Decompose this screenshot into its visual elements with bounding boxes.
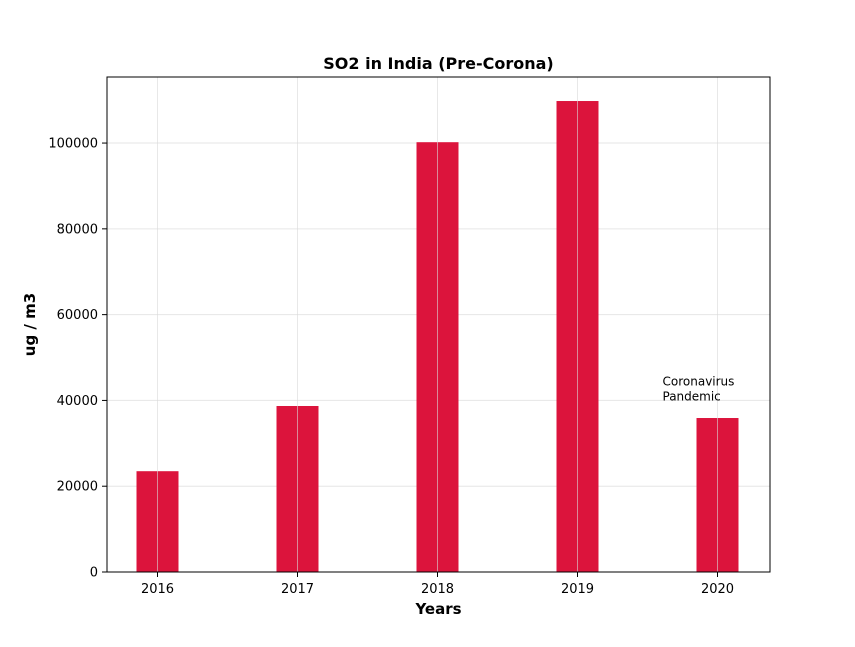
- y-tick-label: 0: [90, 566, 98, 581]
- x-tick-label: 2019: [561, 582, 594, 597]
- annotation-text: Pandemic: [663, 389, 721, 403]
- y-tick-label: 60000: [57, 308, 98, 323]
- x-tick-label: 2018: [421, 582, 454, 597]
- y-tick-label: 20000: [57, 480, 98, 495]
- annotation-text: Coronavirus: [663, 374, 735, 388]
- x-tick-label: 2017: [281, 582, 314, 597]
- tick-layer: 0 20000 40000 60000 80000 100000 2016 2017 2018 2…: [48, 137, 734, 597]
- x-axis-label: Years: [414, 600, 461, 618]
- chart-title: SO2 in India (Pre-Corona): [323, 54, 553, 73]
- x-tick-label: 2016: [141, 582, 174, 597]
- vertical-grid-layer: [157, 77, 718, 572]
- y-tick-label: 80000: [57, 222, 98, 237]
- plot-frame: [106, 76, 771, 573]
- y-axis-label: ug / m3: [21, 293, 39, 356]
- x-tick-label: 2020: [701, 582, 734, 597]
- y-tick-label: 100000: [48, 137, 98, 152]
- y-tick-label: 40000: [57, 394, 98, 409]
